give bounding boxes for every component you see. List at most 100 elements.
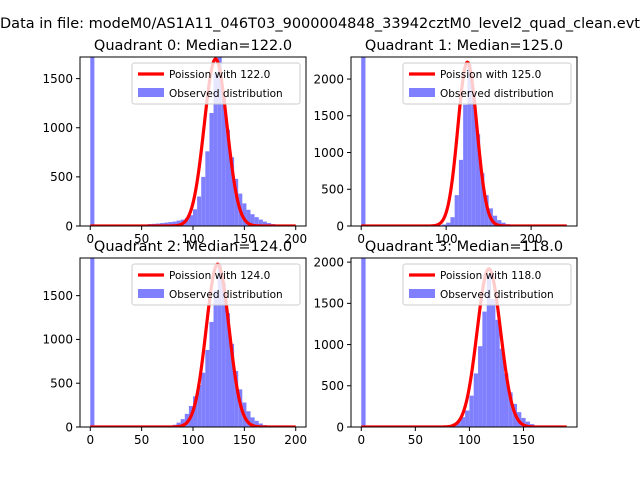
histogram-bar <box>217 265 222 427</box>
x-tick-label: 100 <box>182 232 205 246</box>
histogram-bar <box>262 221 267 226</box>
x-tick-label: 50 <box>408 433 423 447</box>
legend-hist-swatch <box>409 88 435 97</box>
x-tick-label: 50 <box>134 433 149 447</box>
subplot-title: Quadrant 0: Median=122.0 <box>94 38 292 54</box>
histogram-bar <box>441 224 447 226</box>
histogram-bar <box>361 57 366 226</box>
histogram-bar <box>217 57 222 226</box>
quadrant-2-chart: 0 50 100 150 200 0 500 1000 1500 Poission with 12… <box>42 239 307 447</box>
histogram-bar <box>176 220 181 226</box>
legend-hist-swatch <box>409 289 435 298</box>
legend-curve-label: Poission with 122.0 <box>169 69 270 81</box>
x-tick-label: 50 <box>134 232 149 246</box>
histogram-bar <box>205 151 210 226</box>
legend-curve-label: Poission with 118.0 <box>440 270 541 282</box>
x-tick-label: 200 <box>284 232 307 246</box>
y-tick-label: 1000 <box>313 146 344 160</box>
y-tick-label: 1000 <box>42 121 73 135</box>
histogram-bar <box>246 209 251 226</box>
histogram-bar <box>234 178 239 226</box>
x-tick-label: 100 <box>182 433 205 447</box>
x-tick-label: 0 <box>86 433 94 447</box>
histogram-bar <box>188 215 193 226</box>
histogram-bar <box>221 96 226 226</box>
axes-frame <box>350 257 578 428</box>
histogram-bar <box>209 321 214 427</box>
figure-suptitle: Data in file: modeM0/AS1A11_046T03_90000… <box>0 16 640 32</box>
histogram-bar <box>242 203 247 226</box>
histogram-bar <box>164 222 169 226</box>
x-tick-label: 100 <box>458 433 481 447</box>
axes-frame <box>350 56 578 227</box>
histogram-bar <box>90 57 95 226</box>
y-tick-label: 0 <box>65 420 73 434</box>
histogram-bar <box>491 299 496 427</box>
legend-curve-label: Poission with 124.0 <box>169 270 270 282</box>
histogram-bar <box>361 258 366 427</box>
x-tick-label: 0 <box>86 232 94 246</box>
histogram-bar <box>467 64 472 226</box>
y-tick-label: 1000 <box>313 338 344 352</box>
histogram-bar <box>184 218 189 226</box>
x-tick-label: 0 <box>357 433 365 447</box>
histogram-bar <box>463 104 468 226</box>
quadrant-0-chart: 0 50 100 150 200 0 500 1000 1500 Poission with 12… <box>42 38 307 246</box>
y-tick-label: 0 <box>336 219 344 233</box>
legend: Poission with 118.0 Observed distribution <box>402 263 572 306</box>
x-tick-label: 150 <box>233 433 256 447</box>
histogram-bar <box>475 134 481 226</box>
legend-hist-label: Observed distribution <box>169 88 283 100</box>
histogram-bar <box>446 222 451 226</box>
legend-frame <box>131 62 301 105</box>
histogram-bar <box>471 93 476 226</box>
histogram-bar <box>258 423 263 427</box>
legend-hist-label: Observed distribution <box>440 88 554 100</box>
x-tick-label: 200 <box>520 232 543 246</box>
histogram-bar <box>486 274 492 427</box>
histogram-bar <box>229 157 235 226</box>
histogram-bar <box>213 290 218 427</box>
histogram-bar <box>482 311 487 427</box>
legend-frame <box>402 62 572 105</box>
y-tick-label: 1500 <box>42 72 73 86</box>
x-tick-label: 100 <box>435 232 458 246</box>
histogram-bar <box>225 129 230 226</box>
legend-hist-swatch <box>138 88 164 97</box>
legend-hist-label: Observed distribution <box>440 289 554 301</box>
y-tick-label: 500 <box>321 379 344 393</box>
histogram-bar <box>90 258 95 427</box>
x-tick-label: 0 <box>357 232 365 246</box>
y-tick-label: 500 <box>50 377 73 391</box>
subplot-title: Quadrant 2: Median=124.0 <box>94 239 292 255</box>
x-tick-label: 150 <box>512 433 535 447</box>
histogram-bar <box>478 346 483 427</box>
histogram-bar <box>201 372 206 427</box>
legend-frame <box>402 263 572 306</box>
histogram-bar <box>258 219 263 226</box>
histogram-bar <box>454 195 459 226</box>
histogram-bar <box>176 422 181 427</box>
y-tick-label: 0 <box>336 420 344 434</box>
histogram-bar <box>497 220 502 226</box>
histogram-bar <box>209 113 214 226</box>
histogram-bar <box>504 373 509 427</box>
histogram-bar <box>480 173 485 226</box>
histogram-bar <box>225 313 230 427</box>
x-tick-label: 150 <box>233 232 256 246</box>
histogram-bar <box>492 215 498 226</box>
histogram-bar <box>460 417 466 427</box>
histogram-bar <box>180 419 185 427</box>
histogram-bar <box>197 196 202 226</box>
histogram-bar <box>229 343 235 427</box>
y-tick-label: 0 <box>65 219 73 233</box>
x-tick-label: 200 <box>284 433 307 447</box>
legend-hist-swatch <box>138 289 164 298</box>
legend-frame <box>131 263 301 306</box>
histogram-bar <box>250 214 255 226</box>
legend-hist-label: Observed distribution <box>169 289 283 301</box>
y-tick-label: 2000 <box>313 255 344 269</box>
histogram-bar <box>172 221 177 226</box>
